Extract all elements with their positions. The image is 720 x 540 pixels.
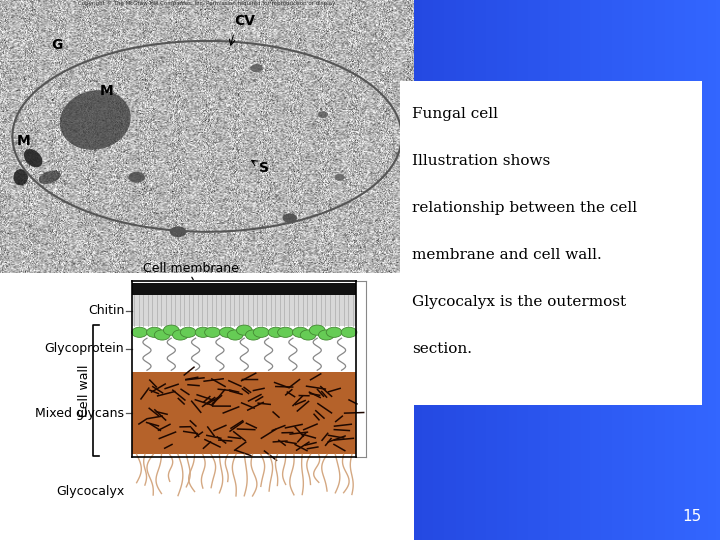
- Text: Cell membrane: Cell membrane: [143, 262, 238, 275]
- Circle shape: [228, 330, 243, 340]
- Bar: [132, 295, 356, 326]
- Circle shape: [300, 330, 316, 340]
- Text: Chitin: Chitin: [88, 305, 124, 318]
- Text: Glycocalyx is the outermost: Glycocalyx is the outermost: [412, 295, 626, 309]
- Circle shape: [326, 327, 342, 338]
- Text: M: M: [99, 84, 113, 98]
- Circle shape: [268, 327, 284, 338]
- Text: Cell wall: Cell wall: [78, 364, 91, 416]
- Circle shape: [147, 327, 162, 338]
- Ellipse shape: [24, 149, 42, 167]
- Text: M: M: [17, 133, 30, 147]
- Circle shape: [292, 327, 308, 338]
- Circle shape: [278, 327, 293, 338]
- Text: CV: CV: [234, 14, 255, 28]
- Circle shape: [154, 330, 170, 340]
- Circle shape: [204, 327, 220, 338]
- Ellipse shape: [170, 226, 186, 237]
- Bar: [132, 284, 356, 295]
- Ellipse shape: [60, 90, 131, 150]
- Ellipse shape: [282, 213, 297, 223]
- Ellipse shape: [318, 111, 328, 118]
- Circle shape: [195, 327, 211, 338]
- Circle shape: [132, 327, 148, 338]
- Bar: [132, 372, 356, 455]
- Ellipse shape: [14, 169, 28, 185]
- Circle shape: [180, 327, 196, 338]
- Text: Glycocalyx: Glycocalyx: [56, 485, 124, 498]
- Text: section.: section.: [412, 342, 472, 356]
- Ellipse shape: [39, 171, 60, 184]
- Text: S: S: [258, 161, 269, 175]
- Bar: [132, 326, 356, 372]
- Bar: [0, 0, 414, 540]
- Text: Glycoprotein: Glycoprotein: [45, 342, 124, 355]
- Circle shape: [310, 325, 325, 335]
- Text: G: G: [52, 38, 63, 52]
- Circle shape: [246, 330, 261, 340]
- Text: Fungal cell: Fungal cell: [412, 107, 498, 121]
- Circle shape: [253, 327, 269, 338]
- Ellipse shape: [334, 174, 345, 181]
- Text: membrane and cell wall.: membrane and cell wall.: [412, 248, 601, 262]
- Text: 15: 15: [683, 509, 702, 524]
- Circle shape: [318, 330, 334, 340]
- Circle shape: [236, 325, 252, 335]
- Text: Mixed glycans: Mixed glycans: [35, 407, 124, 420]
- Circle shape: [341, 327, 357, 338]
- Circle shape: [163, 325, 179, 335]
- Text: relationship between the cell: relationship between the cell: [412, 201, 636, 215]
- Ellipse shape: [251, 64, 263, 72]
- Circle shape: [220, 327, 235, 338]
- Text: Copyright © The McGraw-Hill Companies, Inc. Permission required for reproduction: Copyright © The McGraw-Hill Companies, I…: [78, 0, 336, 5]
- Circle shape: [173, 330, 188, 340]
- Text: Illustration shows: Illustration shows: [412, 154, 550, 168]
- Ellipse shape: [128, 172, 145, 183]
